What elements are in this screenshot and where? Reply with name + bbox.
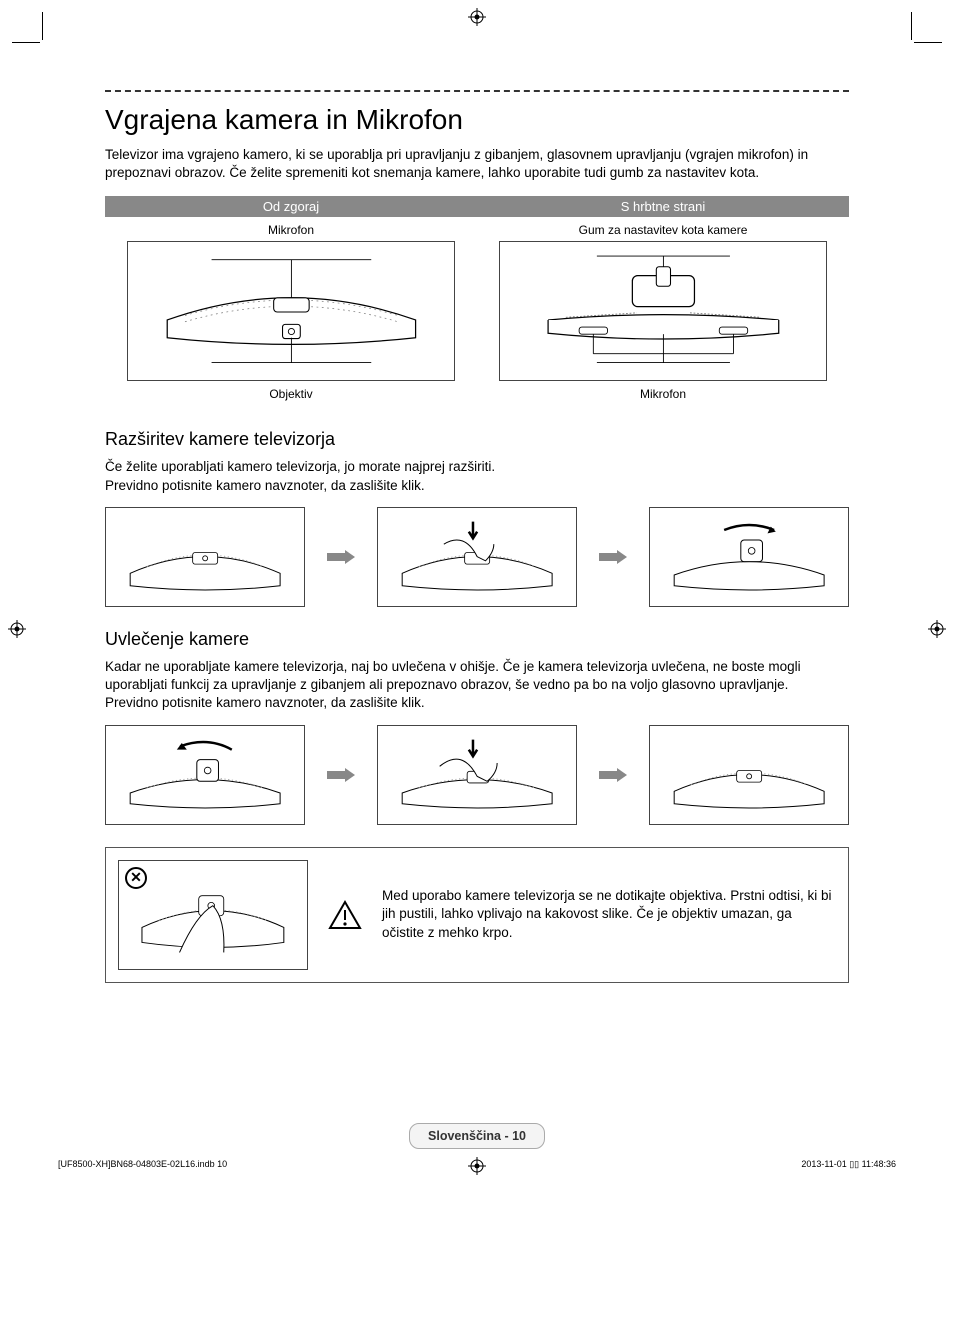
bottom-label: Mikrofon: [477, 387, 849, 401]
page-title: Vgrajena kamera in Mikrofon: [105, 104, 849, 136]
camera-back-view-figure: [499, 241, 826, 381]
warning-text: Med uporabo kamere televizorja se ne dot…: [382, 887, 836, 942]
top-label: Mikrofon: [105, 223, 477, 237]
doc-footer-right: 2013-11-01 ▯▯ 11:48:36: [801, 1159, 896, 1170]
camera-top-view-figure: [127, 241, 454, 381]
extend-step-figure: [377, 507, 577, 607]
extend-step-figure: [649, 507, 849, 607]
section-heading-retract: Uvlečenje kamere: [105, 629, 849, 650]
column-header: S hrbtne strani: [477, 196, 849, 217]
warning-figure: ✕: [118, 860, 308, 970]
bottom-label: Objektiv: [105, 387, 477, 401]
arrow-icon: [599, 550, 627, 564]
prohibited-icon: ✕: [125, 867, 147, 889]
document-footer: [UF8500-XH]BN68-04803E-02L16.indb 10 201…: [50, 1159, 904, 1170]
back-view-column: S hrbtne strani Gum za nastavitev kota k…: [477, 196, 849, 405]
section-body-retract: Kadar ne uporabljate kamere televizorja,…: [105, 658, 849, 713]
retract-step-figure: [105, 725, 305, 825]
arrow-icon: [599, 768, 627, 782]
extend-step-figure: [105, 507, 305, 607]
column-header: Od zgoraj: [105, 196, 477, 217]
footer-language: Slovenščina - 10: [105, 1123, 849, 1149]
doc-footer-left: [UF8500-XH]BN68-04803E-02L16.indb 10: [58, 1159, 227, 1170]
retract-steps-row: [105, 725, 849, 825]
arrow-icon: [327, 550, 355, 564]
retract-step-figure: [377, 725, 577, 825]
warning-box: ✕ Med uporabo kamere televizorja se ne d…: [105, 847, 849, 983]
arrow-icon: [327, 768, 355, 782]
extend-steps-row: [105, 507, 849, 607]
footer-language-label: Slovenščina - 10: [409, 1123, 545, 1149]
section-body-extend: Če želite uporabljati kamero televizorja…: [105, 458, 849, 494]
warning-icon: [328, 900, 362, 930]
intro-text: Televizor ima vgrajeno kamero, ki se upo…: [105, 146, 849, 182]
retract-step-figure: [649, 725, 849, 825]
section-divider: [105, 90, 849, 92]
top-label: Gum za nastavitev kota kamere: [477, 223, 849, 237]
section-heading-extend: Razširitev kamere televizorja: [105, 429, 849, 450]
top-view-column: Od zgoraj Mikrofon: [105, 196, 477, 405]
top-diagram-row: Od zgoraj Mikrofon: [105, 196, 849, 405]
